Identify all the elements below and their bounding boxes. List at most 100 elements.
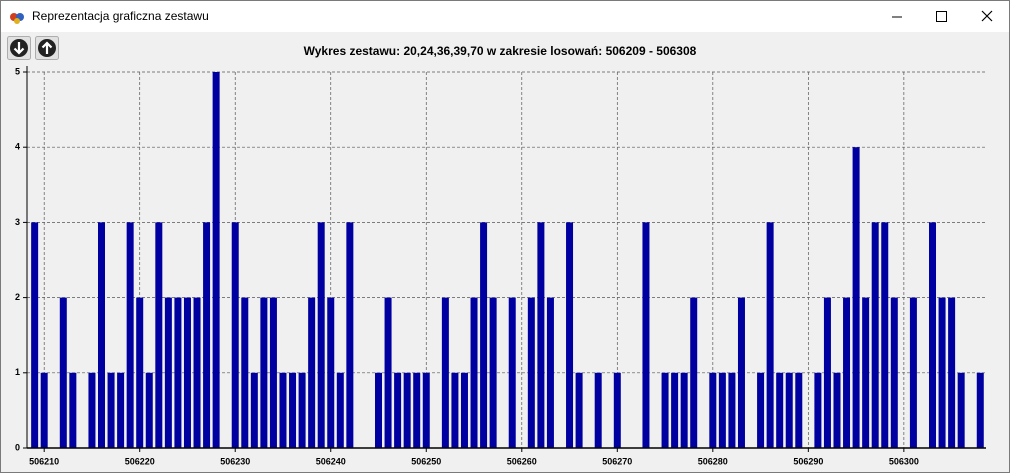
- bar: [470, 297, 478, 448]
- bar: [327, 297, 335, 448]
- bar: [546, 297, 554, 448]
- bar: [317, 222, 325, 448]
- bar: [260, 297, 268, 448]
- bar: [948, 297, 956, 448]
- bar: [375, 372, 383, 448]
- bar: [480, 222, 488, 448]
- bar: [690, 297, 698, 448]
- up-button[interactable]: [35, 36, 59, 60]
- y-tick-label: 0: [15, 442, 20, 452]
- y-tick-label: 1: [15, 367, 20, 377]
- x-tick-label: 506210: [29, 456, 59, 466]
- bar: [766, 222, 774, 448]
- window-controls[interactable]: [871, 1, 1009, 32]
- bar: [671, 372, 679, 448]
- bar: [795, 372, 803, 448]
- bar: [508, 297, 516, 448]
- bar: [718, 372, 726, 448]
- bar: [929, 222, 937, 448]
- bar: [193, 297, 201, 448]
- bar: [107, 372, 115, 448]
- bar: [289, 372, 297, 448]
- bar: [728, 372, 736, 448]
- bar: [938, 297, 946, 448]
- bar: [833, 372, 841, 448]
- bar: [69, 372, 77, 448]
- down-button[interactable]: [7, 36, 31, 60]
- bar: [346, 222, 354, 448]
- bar: [279, 372, 287, 448]
- bar: [31, 222, 39, 448]
- bar: [909, 297, 917, 448]
- chart-title: Wykres zestawu: 20,24,36,39,70 w zakresi…: [304, 44, 697, 58]
- y-tick-label: 3: [15, 217, 20, 227]
- bar: [871, 222, 879, 448]
- bar: [737, 297, 745, 448]
- bar: [613, 372, 621, 448]
- bar: [298, 372, 306, 448]
- bar: [145, 372, 153, 448]
- bar: [862, 297, 870, 448]
- x-tick-label: 506250: [411, 456, 441, 466]
- x-tick-label: 506260: [507, 456, 537, 466]
- bar: [59, 297, 67, 448]
- bar: [336, 372, 344, 448]
- bar: [183, 297, 191, 448]
- bar: [575, 372, 583, 448]
- bar: [890, 297, 898, 448]
- app-icon: [10, 13, 24, 24]
- bar: [164, 297, 172, 448]
- bar: [957, 372, 965, 448]
- bar: [441, 297, 449, 448]
- x-tick-label: 506290: [793, 456, 823, 466]
- y-tick-label: 2: [15, 292, 20, 302]
- bar: [852, 147, 860, 448]
- title-bar: Reprezentacja graficzna zestawu: [1, 1, 1009, 32]
- x-tick-label: 506270: [602, 456, 632, 466]
- x-tick-label: 506300: [889, 456, 919, 466]
- bar: [537, 222, 545, 448]
- bar: [403, 372, 411, 448]
- bar: [98, 222, 106, 448]
- bar: [785, 372, 793, 448]
- bar: [212, 72, 220, 448]
- bar: [308, 297, 316, 448]
- bar: [203, 222, 211, 448]
- bar: [642, 222, 650, 448]
- close[interactable]: [981, 10, 993, 22]
- bar: [394, 372, 402, 448]
- bar: [241, 297, 249, 448]
- bar: [117, 372, 125, 448]
- bar: [814, 372, 822, 448]
- bar: [823, 297, 831, 448]
- bar: [88, 372, 96, 448]
- bar: [776, 372, 784, 448]
- x-tick-label: 506240: [316, 456, 346, 466]
- bar: [594, 372, 602, 448]
- bar: [881, 222, 889, 448]
- window-title: Reprezentacja graficzna zestawu: [32, 9, 209, 23]
- bar: [757, 372, 765, 448]
- bar: [174, 297, 182, 448]
- maximize[interactable]: [936, 11, 947, 22]
- bar: [680, 372, 688, 448]
- bar: [661, 372, 669, 448]
- bar: [709, 372, 717, 448]
- bar: [269, 297, 277, 448]
- bar: [155, 222, 163, 448]
- bar: [126, 222, 134, 448]
- x-tick-label: 506220: [125, 456, 155, 466]
- bar: [422, 372, 430, 448]
- bar: [460, 372, 468, 448]
- y-tick-label: 5: [15, 66, 20, 76]
- x-tick-label: 506280: [698, 456, 728, 466]
- bar: [136, 297, 144, 448]
- bar: [40, 372, 48, 448]
- bar: [976, 372, 984, 448]
- bar: [566, 222, 574, 448]
- bar: [527, 297, 535, 448]
- bar: [250, 372, 258, 448]
- bar: [843, 297, 851, 448]
- bar: [489, 297, 497, 448]
